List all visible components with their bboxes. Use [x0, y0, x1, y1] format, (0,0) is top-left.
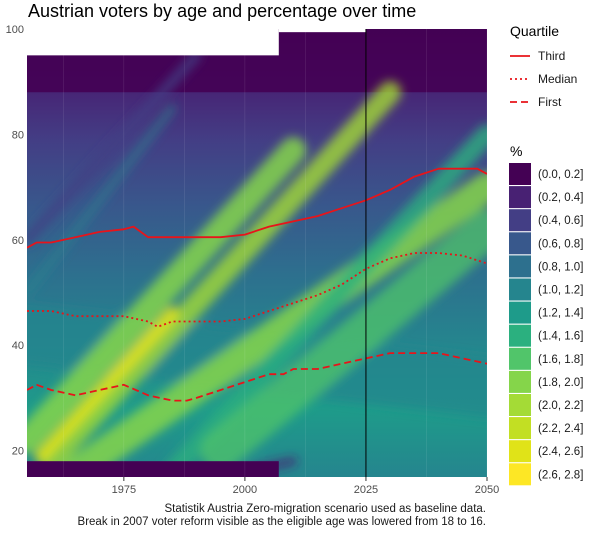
- fill-legend-swatch: [509, 186, 531, 209]
- fill-legend-label: (0.4, 0.6]: [538, 215, 583, 227]
- fill-legend-swatch: [509, 440, 531, 463]
- heat-under-18-band: [27, 461, 279, 477]
- fill-legend-label: (0.0, 0.2]: [538, 169, 583, 181]
- y-tick-label: 100: [6, 24, 24, 36]
- fill-legend-label: (1.8, 2.0]: [538, 377, 583, 389]
- quartile-line-median: [27, 252, 487, 328]
- fill-legend-label: (1.6, 1.8]: [538, 354, 583, 366]
- heat-band-cohort-2: [40, 81, 402, 473]
- fill-legend-swatch: [509, 347, 531, 370]
- fill-legend-label: (0.2, 0.4]: [538, 192, 583, 204]
- x-tick-label: 2000: [233, 484, 257, 496]
- fill-legend-title: %: [510, 143, 522, 159]
- line-legend-label: Median: [538, 72, 577, 86]
- fill-legend-label: (2.0, 2.2]: [538, 400, 583, 412]
- heat-band-cohort-4: [162, 124, 487, 477]
- quartile-lines: [27, 29, 487, 477]
- y-tick-label: 80: [12, 129, 24, 141]
- line-legend-label: Third: [538, 49, 565, 63]
- x-tick-label: 2025: [354, 484, 378, 496]
- heat-band-cohort-1: [27, 137, 307, 454]
- fill-legend-swatch: [509, 232, 531, 255]
- heat-band-cohort-bright: [34, 306, 180, 463]
- quartile-line-first: [27, 352, 487, 402]
- fill-legend-swatch: [509, 278, 531, 301]
- heat-missing-top: [27, 29, 279, 56]
- axes: 1975 2000 2025 2050 20 40 60 80 100: [6, 24, 500, 496]
- fill-legend-label: (2.2, 2.4]: [538, 423, 583, 435]
- line-legend-title: Quartile: [510, 23, 559, 39]
- fill-legend-swatch: [509, 463, 531, 486]
- fill-legend-swatch: [509, 370, 531, 393]
- fill-legend-swatch: [509, 209, 531, 232]
- x-tick-label: 2050: [475, 484, 499, 496]
- fill-legend-label: (2.6, 2.8]: [538, 469, 583, 481]
- fill-legend-swatch: [509, 394, 531, 416]
- line-legend-label: First: [538, 95, 562, 109]
- fill-legend-swatch: [509, 324, 531, 347]
- fill-legend-swatch: [509, 417, 531, 440]
- heat-cohort-bands: [27, 50, 487, 477]
- fill-legend-swatch: [509, 255, 531, 278]
- heat-band-cohort-5: [200, 209, 487, 471]
- heat-band-old-cohort-2: [27, 104, 177, 297]
- heat-band-old-cohort: [27, 50, 202, 245]
- fill-legend-label: (2.4, 2.6]: [538, 446, 583, 458]
- y-tick-label: 20: [12, 446, 24, 458]
- y-tick-label: 60: [12, 235, 24, 247]
- legend: Quartile Third Median First% (0.0, 0.2] (0.2,…: [509, 23, 583, 486]
- caption-line-1: Statistik Austria Zero-migration scenari…: [164, 503, 486, 515]
- caption: Statistik Austria Zero-migration scenari…: [78, 503, 486, 529]
- heat-missing-top-2: [278, 29, 366, 33]
- quartile-line-third: [27, 167, 487, 249]
- fill-legend-swatch: [509, 301, 531, 324]
- y-tick-label: 40: [12, 340, 24, 352]
- fill-legend-label: (1.2, 1.4]: [538, 308, 583, 320]
- chart-title: Austrian voters by age and percentage ov…: [28, 1, 417, 21]
- fill-legend-label: (1.4, 1.6]: [538, 331, 583, 343]
- heat-band-cohort-3: [60, 172, 487, 477]
- fill-legend-label: (0.8, 1.0]: [538, 261, 583, 273]
- fill-legend-label: (0.6, 0.8]: [538, 238, 583, 250]
- fill-legend-label: (1.0, 1.2]: [538, 285, 583, 297]
- caption-line-2: Break in 2007 voter reform visible as th…: [77, 516, 486, 528]
- heatmap-layer: [27, 29, 487, 477]
- x-tick-label: 1975: [112, 484, 136, 496]
- fill-legend-swatch: [509, 163, 531, 185]
